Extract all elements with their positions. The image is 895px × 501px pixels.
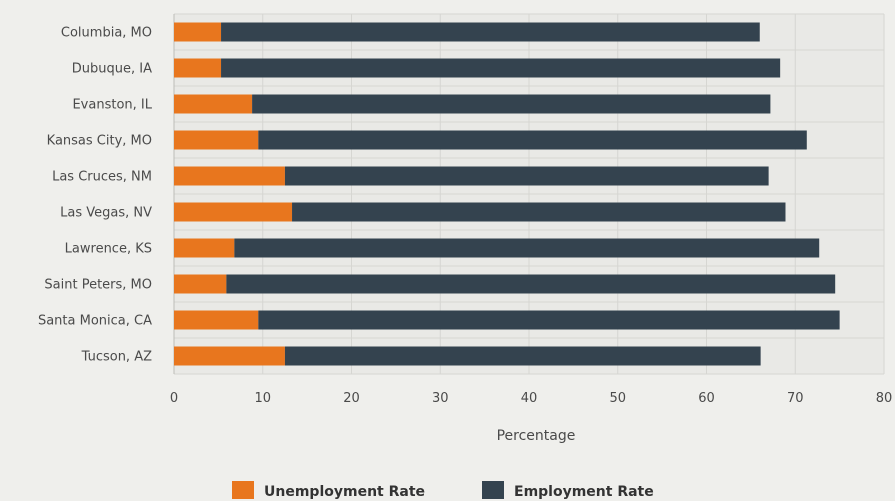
x-tick-label-30: 30 [432, 391, 449, 406]
x-tick-label-70: 70 [787, 391, 804, 406]
category-label-5: Las Vegas, NV [60, 206, 152, 221]
bar-employment-6 [234, 238, 820, 258]
x-tick-label-40: 40 [521, 391, 538, 406]
bar-employment-7 [226, 274, 836, 294]
category-label-0: Columbia, MO [61, 26, 152, 41]
legend-swatch-unemployment [232, 481, 254, 499]
bar-unemployment-0 [174, 22, 222, 42]
bar-unemployment-5 [174, 202, 293, 222]
bar-unemployment-9 [174, 346, 285, 366]
bars [174, 22, 840, 366]
category-labels: Columbia, MO Dubuque, IA Evanston, IL Kansa… [38, 26, 153, 365]
x-tick-label-0: 0 [170, 391, 178, 406]
legend-label-unemployment: Unemployment Rate [264, 484, 425, 500]
bar-unemployment-4 [174, 166, 285, 186]
legend-swatch-employment [482, 481, 504, 499]
category-label-3: Kansas City, MO [47, 134, 152, 149]
bar-unemployment-7 [174, 274, 227, 294]
x-tick-label-10: 10 [254, 391, 271, 406]
bar-employment-5 [292, 202, 786, 222]
x-axis-title: Percentage [497, 428, 576, 444]
bar-employment-8 [258, 310, 840, 330]
category-label-9: Tucson, AZ [81, 350, 152, 365]
bar-employment-2 [252, 94, 771, 114]
bar-employment-0 [221, 22, 760, 42]
x-tick-labels: 0 10 20 30 40 50 60 70 80 [170, 391, 892, 406]
x-tick-label-20: 20 [343, 391, 360, 406]
bar-unemployment-6 [174, 238, 235, 258]
bar-employment-4 [284, 166, 769, 186]
x-tick-label-60: 60 [698, 391, 715, 406]
bar-unemployment-3 [174, 130, 259, 150]
x-tick-label-50: 50 [609, 391, 626, 406]
category-label-7: Saint Peters, MO [44, 278, 152, 293]
category-label-8: Santa Monica, CA [38, 314, 152, 329]
category-label-4: Las Cruces, NM [52, 170, 152, 185]
category-label-2: Evanston, IL [72, 98, 152, 113]
bar-employment-9 [284, 346, 761, 366]
category-label-1: Dubuque, IA [72, 62, 152, 77]
category-label-6: Lawrence, KS [65, 242, 152, 257]
legend-label-employment: Employment Rate [514, 484, 654, 500]
bar-unemployment-8 [174, 310, 259, 330]
bar-employment-3 [258, 130, 807, 150]
legend: Unemployment Rate Employment Rate [232, 481, 654, 500]
bar-unemployment-2 [174, 94, 253, 114]
bar-employment-1 [221, 58, 781, 78]
bar-unemployment-1 [174, 58, 222, 78]
x-tick-label-80: 80 [876, 391, 893, 406]
